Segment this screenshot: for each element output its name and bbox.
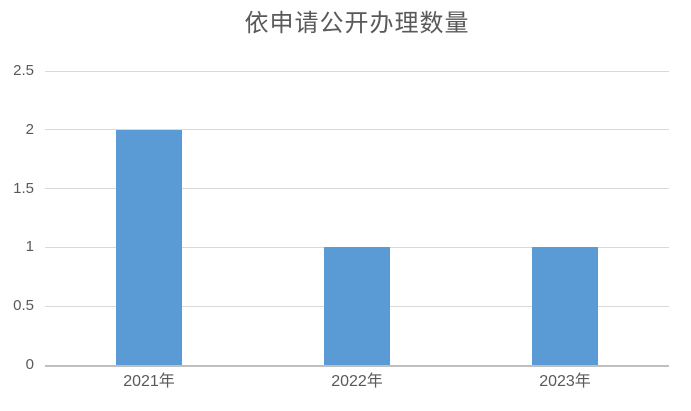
y-axis-tick-label: 1	[25, 238, 34, 256]
gridline	[45, 70, 669, 72]
x-axis-category-label: 2021年	[123, 373, 175, 390]
bar-2021年	[116, 129, 182, 365]
bar-2022年	[324, 247, 390, 365]
chart-title: 依申请公开办理数量	[244, 11, 470, 37]
y-axis-tick-label: 2.5	[13, 62, 34, 79]
x-axis-category-label: 2022年	[331, 373, 383, 390]
y-axis-tick-label: 0	[25, 356, 34, 373]
x-axis-line	[45, 365, 669, 367]
gridline	[45, 129, 669, 131]
y-axis-tick-label: 2	[25, 120, 34, 138]
y-axis-tick-label: 0.5	[13, 297, 34, 315]
bar-2023年	[532, 247, 598, 365]
x-axis-category-label: 2023年	[539, 373, 591, 390]
gridline	[45, 188, 669, 190]
y-axis-tick-label: 1.5	[13, 179, 34, 197]
